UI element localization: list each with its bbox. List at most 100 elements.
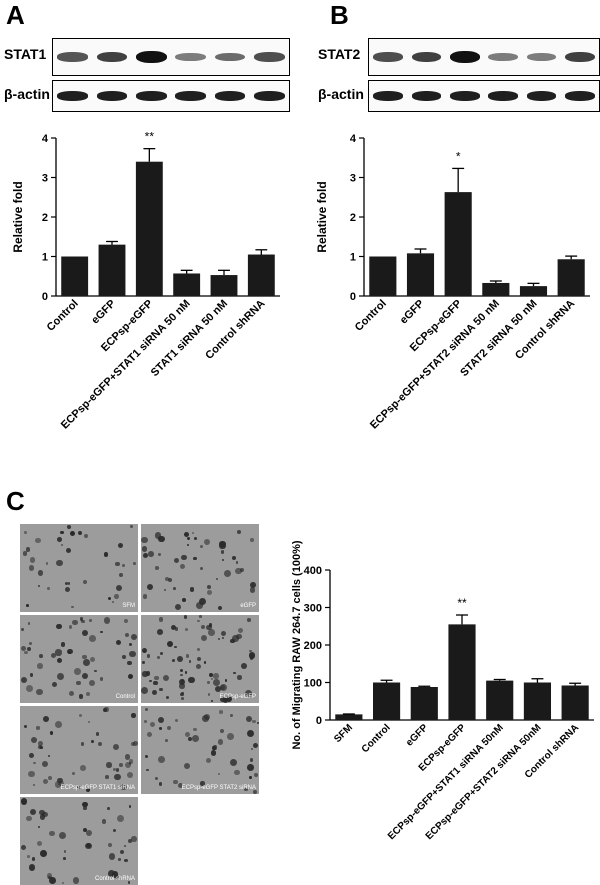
category-label: eGFP (89, 298, 118, 327)
cell-dot (220, 728, 225, 734)
cell-dot (113, 828, 117, 832)
cell-dot (191, 532, 194, 535)
cell-dot (220, 549, 225, 554)
cell-dot (250, 538, 254, 542)
cell-dot (201, 715, 209, 723)
cell-dot (157, 629, 163, 635)
cell-dot (154, 675, 159, 681)
cell-dot (56, 658, 62, 664)
cell-dot (237, 627, 243, 634)
cell-dot (36, 689, 43, 696)
cell-dot (115, 768, 120, 773)
category-label: Control (45, 298, 81, 334)
cell-dot (216, 578, 219, 581)
cell-dot (37, 740, 44, 747)
cell-dot (103, 617, 111, 624)
cell-dot (89, 619, 92, 622)
cell-dot (154, 532, 162, 539)
stat2-band (449, 51, 480, 63)
bar (210, 275, 238, 296)
y-tick-label: 1 (350, 252, 356, 264)
cell-dot (252, 719, 256, 724)
cell-dot (56, 559, 63, 567)
cell-dot (179, 668, 183, 673)
cell-dot (99, 676, 104, 681)
cell-dot (108, 853, 116, 860)
cell-dot (152, 690, 158, 695)
cell-dot (245, 716, 252, 723)
micrograph: Control shRNA (20, 797, 138, 885)
cell-dot (206, 624, 213, 631)
cell-dot (54, 781, 62, 788)
cell-dot (29, 673, 34, 678)
cell-dot (57, 536, 63, 542)
cell-dot (67, 524, 72, 530)
cell-dot (21, 646, 27, 651)
cell-dot (28, 864, 36, 872)
cell-dot (217, 773, 221, 776)
cell-dot (236, 633, 242, 639)
cell-dot (163, 674, 170, 681)
cell-dot (180, 563, 186, 569)
cell-dot (107, 596, 112, 600)
cell-dot (235, 567, 242, 575)
stat1-band (214, 52, 246, 62)
cell-dot (89, 680, 96, 686)
cell-dot (141, 687, 149, 695)
cell-dot (90, 739, 94, 743)
actin-a-band (96, 91, 128, 101)
cell-dot (66, 547, 72, 553)
cell-dot (171, 658, 175, 662)
cell-dot (71, 605, 74, 609)
cell-dot (159, 651, 164, 656)
cell-dot (182, 598, 187, 602)
cell-dot (45, 562, 49, 566)
y-tick-label: 4 (350, 133, 357, 145)
cell-dot (175, 719, 179, 723)
cell-dot (250, 758, 254, 762)
cell-dot (129, 643, 133, 647)
y-tick-label: 300 (304, 603, 322, 615)
cell-dot (201, 635, 208, 642)
cell-dot (252, 789, 257, 794)
cell-dot (177, 782, 183, 788)
cell-dot (37, 570, 44, 576)
bar (61, 256, 89, 296)
cell-dot (67, 582, 70, 585)
bar (98, 244, 126, 296)
cell-dot (217, 638, 220, 641)
cell-dot (131, 633, 138, 640)
cell-dot (26, 815, 32, 822)
y-tick-label: 3 (350, 173, 356, 185)
cell-dot (58, 780, 64, 787)
cell-dot (173, 779, 179, 785)
cell-dot (37, 744, 42, 749)
cell-dot (146, 654, 151, 659)
cell-dot (208, 622, 213, 627)
cell-dot (146, 584, 153, 591)
significance-label: * (456, 149, 461, 163)
bar (135, 161, 163, 296)
bar (482, 282, 510, 296)
cell-dot (26, 646, 32, 652)
actin-b-band (488, 91, 519, 101)
cell-dot (207, 585, 212, 590)
cell-dot (51, 681, 57, 687)
cell-dot (49, 731, 53, 735)
micrograph: SFM (20, 524, 138, 612)
cell-dot (36, 726, 40, 730)
cell-dot (77, 785, 80, 789)
cell-dot (29, 557, 35, 563)
cell-dot (183, 615, 188, 619)
actin-b-band (564, 91, 595, 101)
stat2-band (373, 52, 404, 62)
cell-dot (61, 881, 65, 884)
y-tick-label: 4 (42, 133, 49, 145)
cell-dot (174, 627, 178, 631)
cell-dot (32, 783, 36, 787)
cell-dot (121, 563, 125, 568)
cell-dot (115, 584, 123, 592)
cell-dot (180, 692, 184, 697)
cell-dot (205, 758, 211, 764)
western-blot-actin-a (52, 80, 290, 112)
